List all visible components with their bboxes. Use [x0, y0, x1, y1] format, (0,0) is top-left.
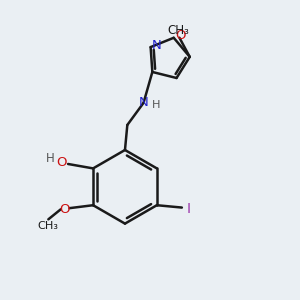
Text: H: H: [46, 152, 55, 166]
Text: CH₃: CH₃: [38, 221, 59, 231]
Text: N: N: [152, 39, 162, 52]
Text: N: N: [139, 96, 148, 110]
Text: I: I: [186, 202, 191, 216]
Text: CH₃: CH₃: [167, 24, 189, 37]
Text: O: O: [56, 156, 67, 169]
Text: O: O: [60, 203, 70, 216]
Text: O: O: [175, 29, 185, 42]
Text: H: H: [152, 100, 160, 110]
